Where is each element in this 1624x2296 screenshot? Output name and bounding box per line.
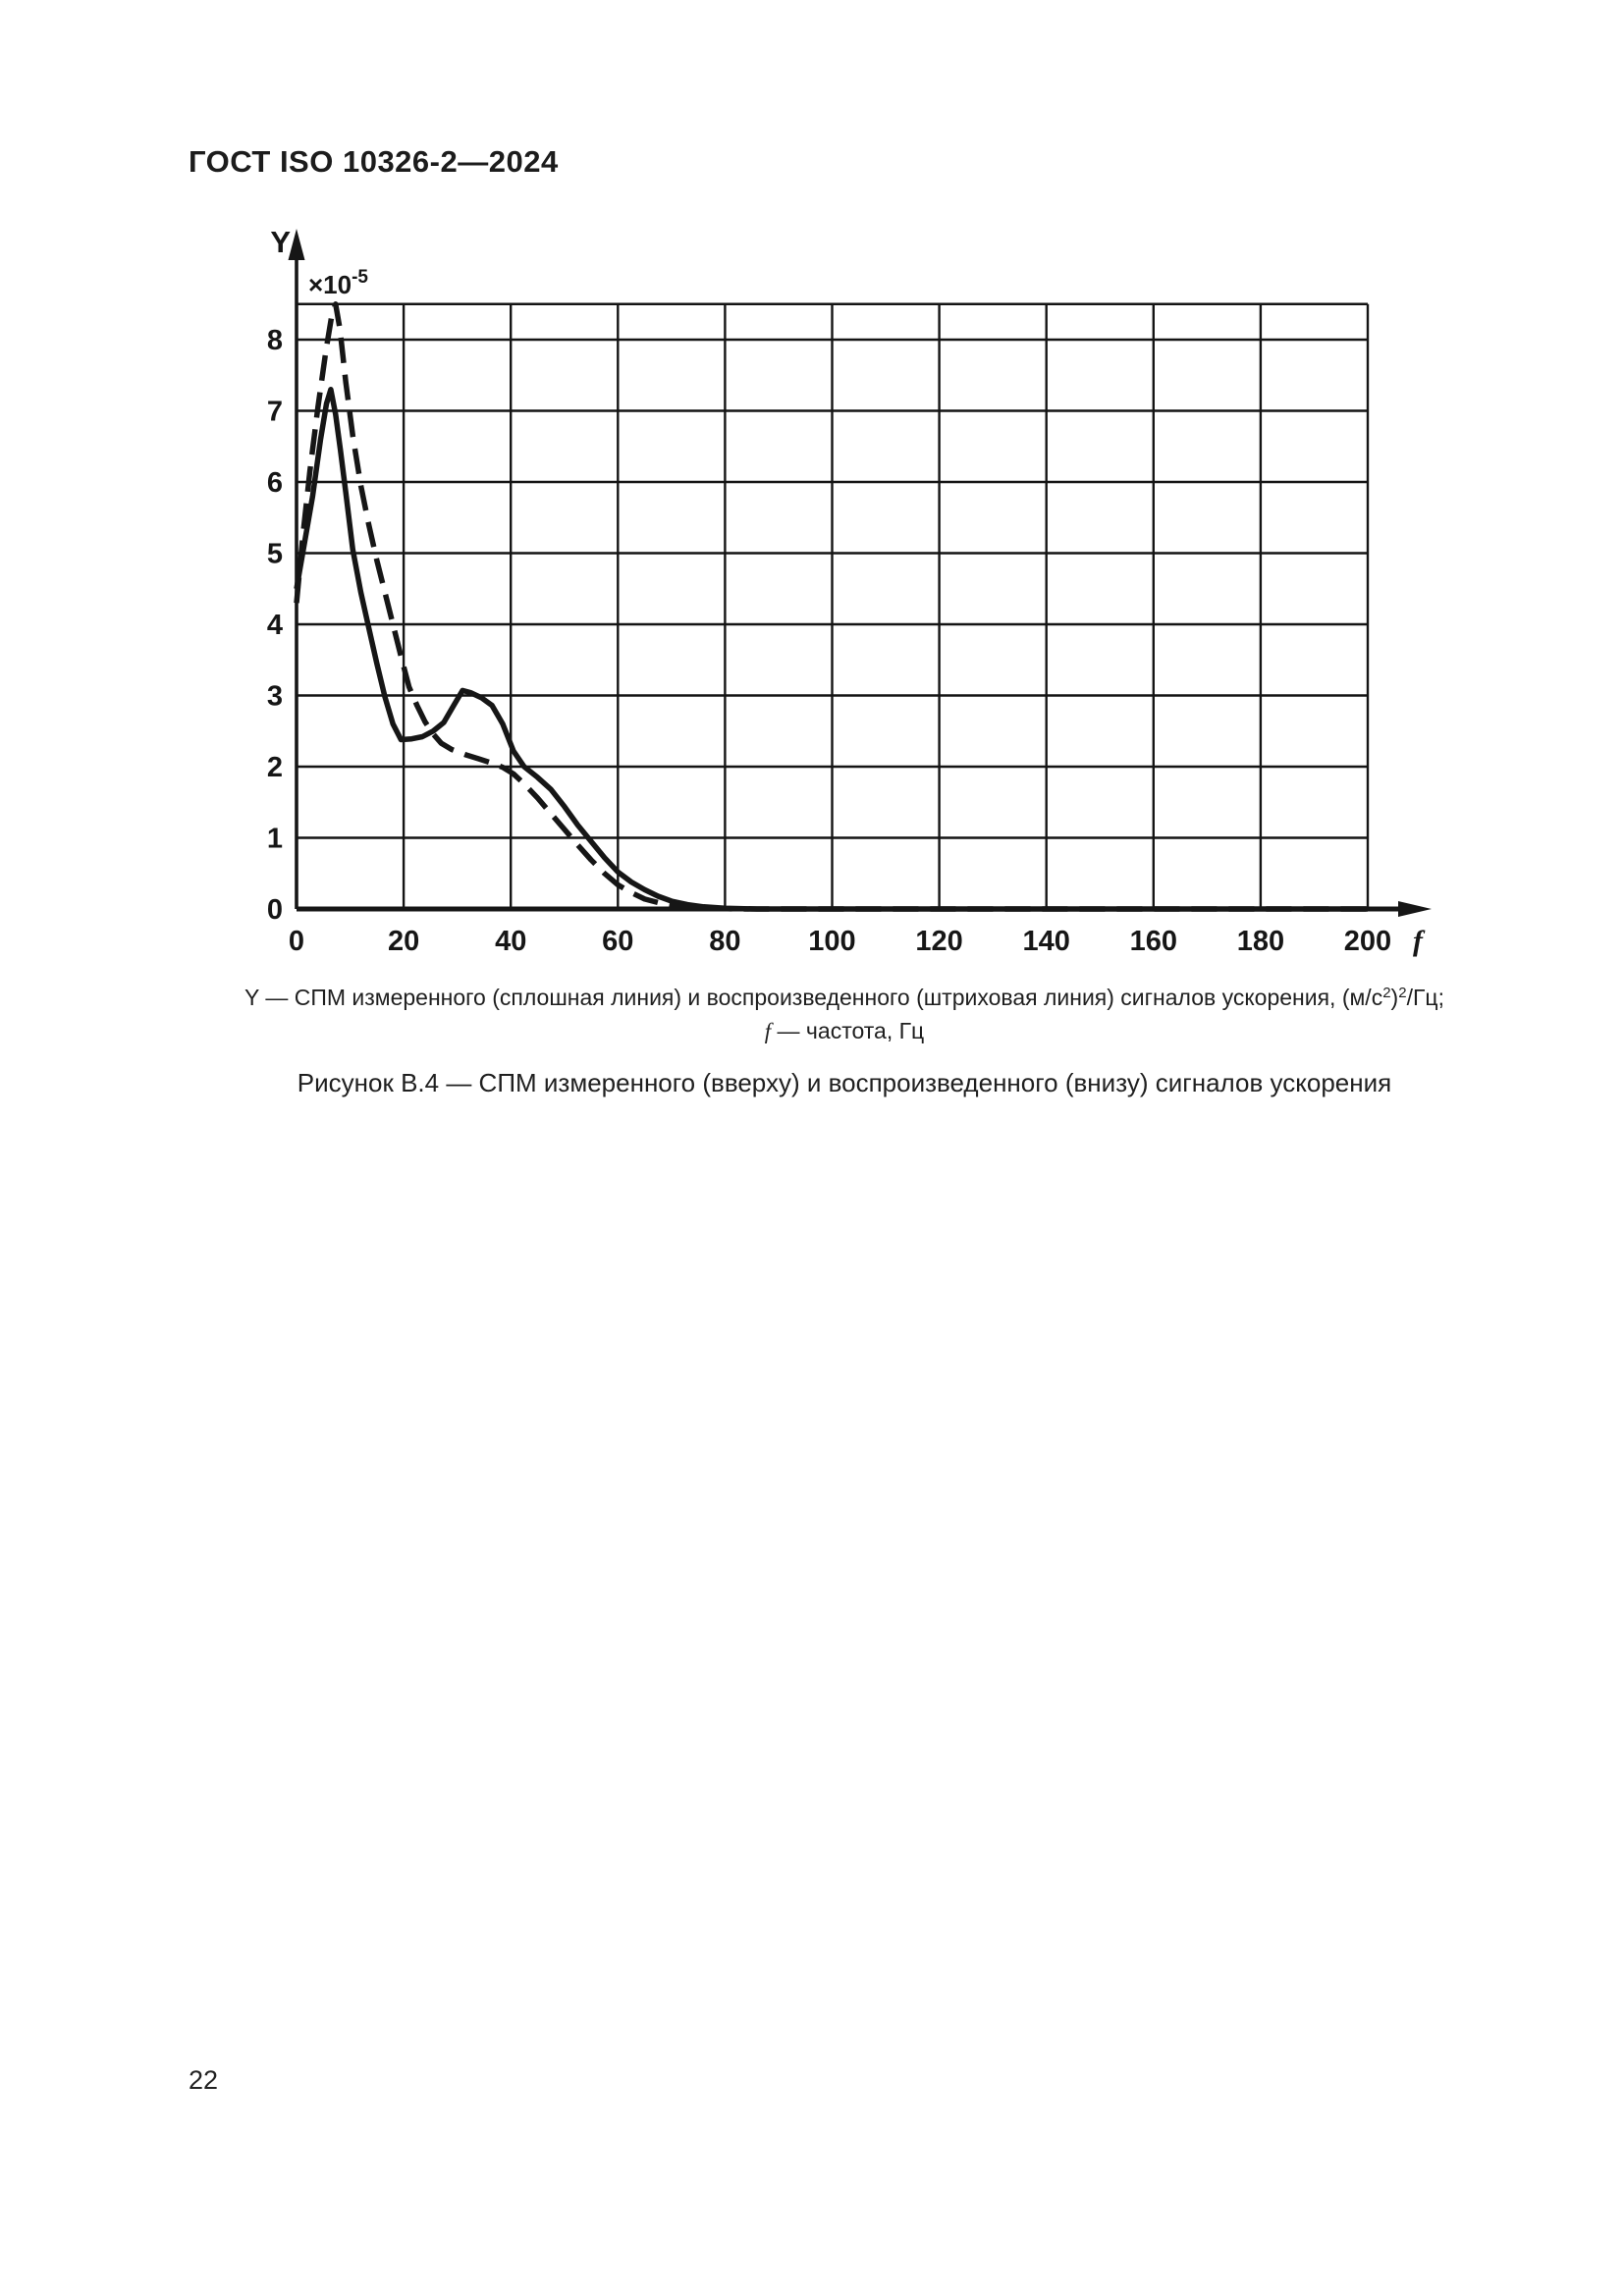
chart-grid [297,302,1370,909]
x-tick-label: 160 [1130,926,1177,957]
y-axis-label: Y [270,225,291,259]
y-tick-label: 7 [267,397,283,428]
y-tick-label: 2 [267,752,283,783]
y-tick-label: 3 [267,681,283,713]
x-tick-label: 40 [495,926,526,957]
legend-superscript: 2 [1382,985,1391,1001]
dashed-series-line [294,301,1368,912]
y-tick-label: 0 [267,894,283,926]
x-tick-label: 120 [915,926,962,957]
solid-series-line [294,387,1368,912]
x-axis-arrow-icon [1398,901,1432,917]
x-axis-label: f [1413,925,1426,957]
legend-line2-text: — частота, Гц [771,1018,925,1043]
x-tick-labels: 0 20 40 60 80 100 120 140 160 180 200 [289,926,1391,957]
x-tick-label: 180 [1237,926,1284,957]
legend-line1-text: Y — СПМ измеренного (сплошная линия) и в… [244,985,1383,1010]
x-tick-label: 200 [1344,926,1391,957]
x-tick-label: 20 [388,926,419,957]
legend-line-1: Y — СПМ измеренного (сплошная линия) и в… [187,983,1502,1016]
x-tick-label: 80 [709,926,740,957]
page-number: 22 [189,2065,219,2095]
legend-line1-text: /Гц; [1406,985,1444,1010]
y-scale-exponent: -5 [352,267,368,288]
y-tick-label: 6 [267,467,283,499]
figure-legend: Y — СПМ измеренного (сплошная линия) и в… [187,983,1502,1046]
y-tick-label: 1 [267,824,283,855]
y-tick-label: 4 [267,610,283,641]
x-tick-label: 0 [289,926,304,957]
legend-line-2: f — частота, Гц [187,1016,1502,1046]
y-tick-label: 5 [267,539,283,570]
x-tick-label: 100 [808,926,855,957]
y-tick-labels: 0 1 2 3 4 5 6 7 8 [267,325,283,926]
legend-superscript: 2 [1398,985,1407,1001]
y-tick-label: 8 [267,325,283,356]
figure-caption: Рисунок В.4 — СПМ измеренного (вверху) и… [297,1068,1392,1097]
legend-line1-text: ) [1390,985,1399,1010]
y-axis-arrow-icon [288,229,305,260]
y-scale-note: ×10-5 [308,267,368,299]
x-tick-label: 60 [602,926,633,957]
x-tick-label: 140 [1023,926,1070,957]
frequency-symbol: f [764,1019,772,1043]
psd-chart-figure: 0 1 2 3 4 5 6 7 8 0 20 40 60 80 100 120 140 160 180 200 Y ×10… [226,211,1473,982]
document-header: ГОСТ ISO 10326-2—2024 [189,144,559,179]
